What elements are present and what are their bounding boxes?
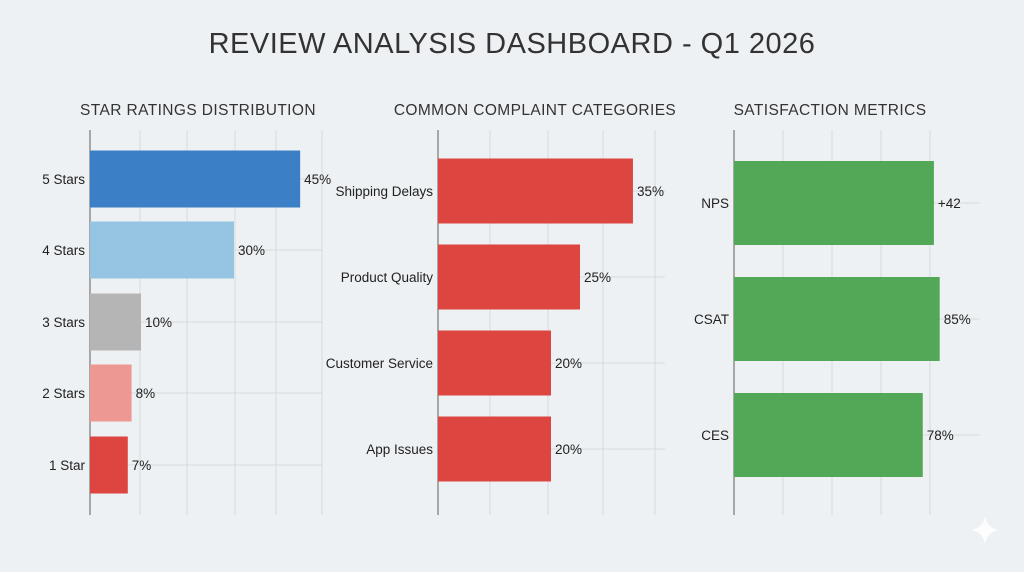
star-ratings-title: STAR RATINGS DISTRIBUTION (80, 102, 316, 119)
category-label: Product Quality (341, 270, 434, 285)
bar-ces (734, 393, 923, 477)
chart-2: NPS +42 CSAT 85% CES 78% (694, 130, 980, 515)
value-label: 20% (555, 356, 582, 371)
category-label: NPS (701, 196, 729, 211)
category-label: Shipping Delays (335, 184, 433, 199)
category-label: 4 Stars (42, 243, 85, 258)
category-label: App Issues (366, 442, 433, 457)
chart-1: Shipping Delays 35% Product Quality 25% Cust… (326, 130, 665, 515)
category-label: CES (701, 428, 729, 443)
bar-nps (734, 161, 934, 245)
sparkle-icon (971, 516, 999, 544)
category-label: Customer Service (326, 356, 433, 371)
value-label: 35% (637, 184, 664, 199)
complaints-title: COMMON COMPLAINT CATEGORIES (393, 102, 677, 119)
value-label: 10% (145, 315, 172, 330)
category-label: 3 Stars (42, 315, 85, 330)
bar-1-star (90, 436, 128, 494)
value-label: 25% (584, 270, 611, 285)
value-label: 8% (136, 386, 156, 401)
bar-customer-service (438, 330, 551, 396)
category-label: 1 Star (49, 458, 86, 473)
category-label: CSAT (694, 312, 729, 327)
bar-shipping-delays (438, 158, 633, 224)
bar-2-stars (90, 364, 132, 422)
category-label: 5 Stars (42, 172, 85, 187)
chart-0: 5 Stars 45% 4 Stars 30% 3 Stars 10% 2 Stars 8% 1… (42, 130, 331, 515)
value-label: 85% (944, 312, 971, 327)
bar-app-issues (438, 416, 551, 482)
satisfaction-title: SATISFACTION METRICS (733, 102, 927, 119)
bar-3-stars (90, 293, 141, 351)
value-label: 78% (927, 428, 954, 443)
bar-csat (734, 277, 940, 361)
bar-5-stars (90, 150, 301, 208)
bar-product-quality (438, 244, 580, 310)
value-label: 7% (132, 458, 152, 473)
category-label: 2 Stars (42, 386, 85, 401)
value-label: 30% (238, 243, 265, 258)
value-label: 45% (304, 172, 331, 187)
dashboard-title: REVIEW ANALYSIS DASHBOARD - Q1 2026 (208, 28, 816, 60)
bar-4-stars (90, 221, 234, 279)
value-label: +42 (938, 196, 961, 211)
value-label: 20% (555, 442, 582, 457)
